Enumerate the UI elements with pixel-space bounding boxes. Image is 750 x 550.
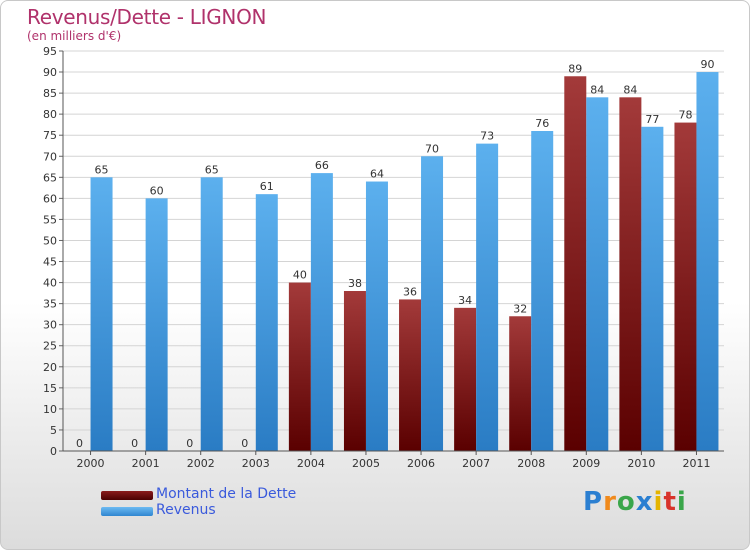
y-tick-label: 25 [43,340,57,353]
bar-dette [564,76,587,452]
y-tick-label: 80 [43,108,57,121]
x-tick-label: 2002 [187,457,215,470]
data-label: 73 [480,130,494,143]
legend-label-revenus: Revenus [156,502,216,518]
data-label: 76 [535,117,549,130]
logo-letter: i [676,487,687,517]
legend-swatch-revenus [101,507,153,516]
y-tick-label: 15 [43,382,57,395]
bar-revenus [641,126,664,451]
x-tick-label: 2005 [352,457,380,470]
y-tick-label: 85 [43,87,57,100]
y-tick-label: 95 [43,45,57,58]
bar-dette [399,299,422,451]
bar-dette [454,307,477,451]
chart-title: Revenus/Dette - LIGNON [27,5,267,29]
data-label: 61 [260,180,274,193]
bar-revenus [586,97,609,451]
bar-revenus [531,131,554,451]
bar-revenus [200,177,223,451]
x-tick-label: 2001 [132,457,160,470]
x-tick-label: 2000 [77,457,105,470]
proxiti-logo: Proxiti [583,487,687,517]
bar-revenus [365,181,388,452]
data-label: 36 [403,285,417,298]
bar-dette [509,316,532,451]
y-tick-label: 50 [43,234,57,247]
data-label: 40 [293,269,307,282]
x-tick-label: 2007 [462,457,490,470]
bar-dette [288,282,311,451]
data-label: 78 [678,109,692,122]
y-tick-label: 5 [50,424,57,437]
logo-letter: r [603,487,617,517]
y-tick-label: 70 [43,150,57,163]
logo-letter: x [635,487,654,517]
bar-dette [619,97,642,451]
data-label: 64 [370,168,384,181]
data-label: 60 [150,184,164,197]
y-tick-label: 60 [43,192,57,205]
data-label: 0 [76,437,83,450]
bar-revenus [696,72,719,451]
y-tick-label: 35 [43,298,57,311]
data-label: 34 [458,294,472,307]
y-tick-label: 20 [43,361,57,374]
y-tick-label: 65 [43,171,57,184]
y-tick-label: 55 [43,213,57,226]
y-tick-label: 75 [43,129,57,142]
bar-revenus [145,198,168,451]
data-label: 66 [315,159,329,172]
y-tick-label: 90 [43,66,57,79]
logo-letter: o [616,487,636,517]
data-label: 0 [131,437,138,450]
y-tick-label: 10 [43,403,57,416]
legend-swatch-dette [101,491,153,500]
data-label: 77 [645,113,659,126]
x-tick-label: 2010 [627,457,655,470]
data-label: 89 [568,62,582,75]
bar-revenus [90,177,113,451]
y-tick-label: 40 [43,277,57,290]
x-tick-label: 2011 [682,457,710,470]
x-tick-label: 2009 [572,457,600,470]
data-label: 84 [590,83,604,96]
bar-revenus [255,194,278,451]
logo-letter: t [663,487,677,517]
data-label: 84 [623,83,637,96]
logo-letter: i [653,487,664,517]
data-label: 0 [186,437,193,450]
y-tick-label: 45 [43,256,57,269]
bar-revenus [421,156,444,451]
y-tick-label: 30 [43,319,57,332]
x-tick-label: 2003 [242,457,270,470]
logo-letter: P [583,487,604,517]
x-tick-label: 2004 [297,457,325,470]
bar-dette [674,122,697,451]
chart-subtitle: (en milliers d'€) [27,29,122,43]
x-tick-label: 2008 [517,457,545,470]
data-label: 90 [700,58,714,71]
data-label: 38 [348,277,362,290]
y-tick-label: 0 [50,445,57,458]
data-label: 0 [241,437,248,450]
legend-label-dette: Montant de la Dette [156,486,297,502]
bar-revenus [310,173,333,451]
data-label: 32 [513,302,527,315]
bar-dette [343,291,366,451]
x-tick-label: 2006 [407,457,435,470]
bar-revenus [476,143,499,451]
data-label: 65 [205,163,219,176]
data-label: 65 [95,163,109,176]
data-label: 70 [425,142,439,155]
